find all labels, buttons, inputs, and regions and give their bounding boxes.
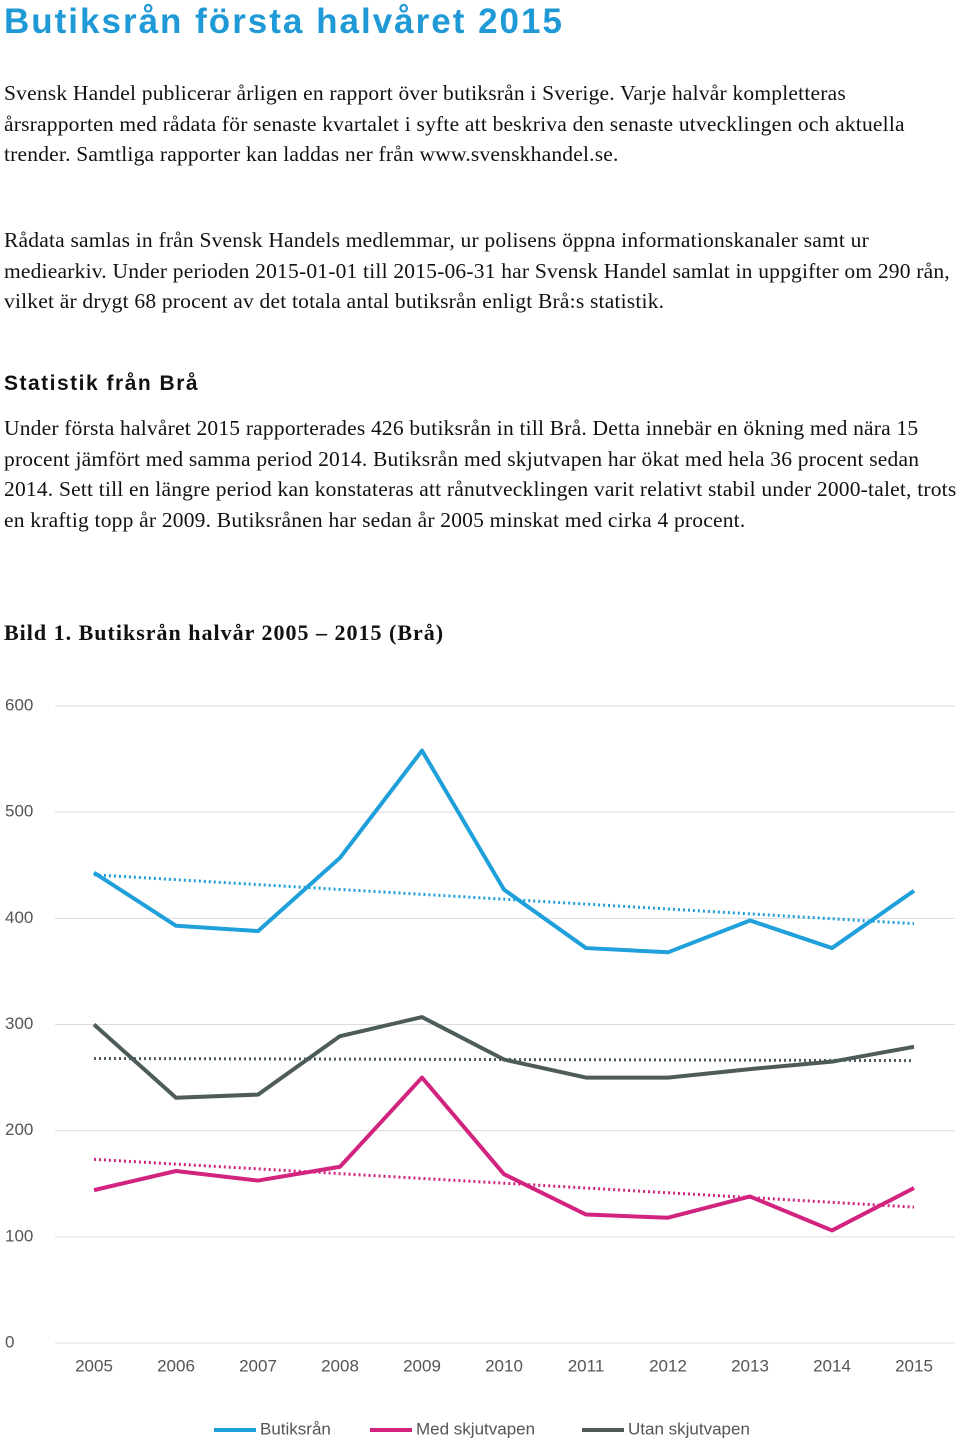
y-tick-label: 200 (5, 1120, 33, 1139)
legend-label: Utan skjutvapen (628, 1419, 750, 1438)
y-tick-label: 400 (5, 908, 33, 927)
x-tick-label: 2014 (813, 1356, 851, 1375)
y-tick-label: 300 (5, 1014, 33, 1033)
y-tick-label: 0 (5, 1332, 14, 1351)
series-line (92, 748, 916, 955)
section-heading: Statistik från Brå (4, 372, 200, 395)
trend-line (93, 873, 915, 926)
x-tick-label: 2013 (731, 1356, 769, 1375)
series-line (93, 1075, 915, 1233)
paragraph: Under första halvåret 2015 rapporterades… (4, 416, 957, 532)
series-line (92, 1015, 915, 1100)
y-tick-label: 100 (5, 1226, 33, 1245)
y-tick-label: 600 (5, 695, 33, 714)
x-tick-label: 2011 (568, 1356, 605, 1375)
trend-line (93, 1157, 915, 1209)
x-tick-label: 2008 (321, 1356, 359, 1375)
title: Butiksrån första halvåret 2015 (4, 2, 564, 41)
x-tick-label: 2015 (895, 1356, 933, 1375)
chart: 0 100 200 300 400 500 600 2005 2006 2007 2008 2009 2… (5, 695, 955, 1438)
x-tick-label: 2012 (649, 1356, 687, 1375)
paragraph: Svensk Handel publicerar årligen en rapp… (4, 81, 905, 166)
x-tick-label: 2009 (403, 1356, 441, 1375)
y-tick-label: 500 (5, 802, 33, 821)
paragraph: Rådata samlas in från Svensk Handels med… (4, 228, 950, 313)
x-tick-label: 2007 (239, 1356, 277, 1375)
x-tick-label: 2005 (75, 1356, 113, 1375)
x-tick-label: 2010 (485, 1356, 523, 1375)
x-tick-label: 2006 (157, 1356, 195, 1375)
figure-caption: Bild 1. Butiksrån halvår 2005 – 2015 (Br… (4, 620, 445, 645)
legend-label: Med skjutvapen (416, 1419, 535, 1438)
legend-label: Butiksrån (260, 1419, 331, 1438)
